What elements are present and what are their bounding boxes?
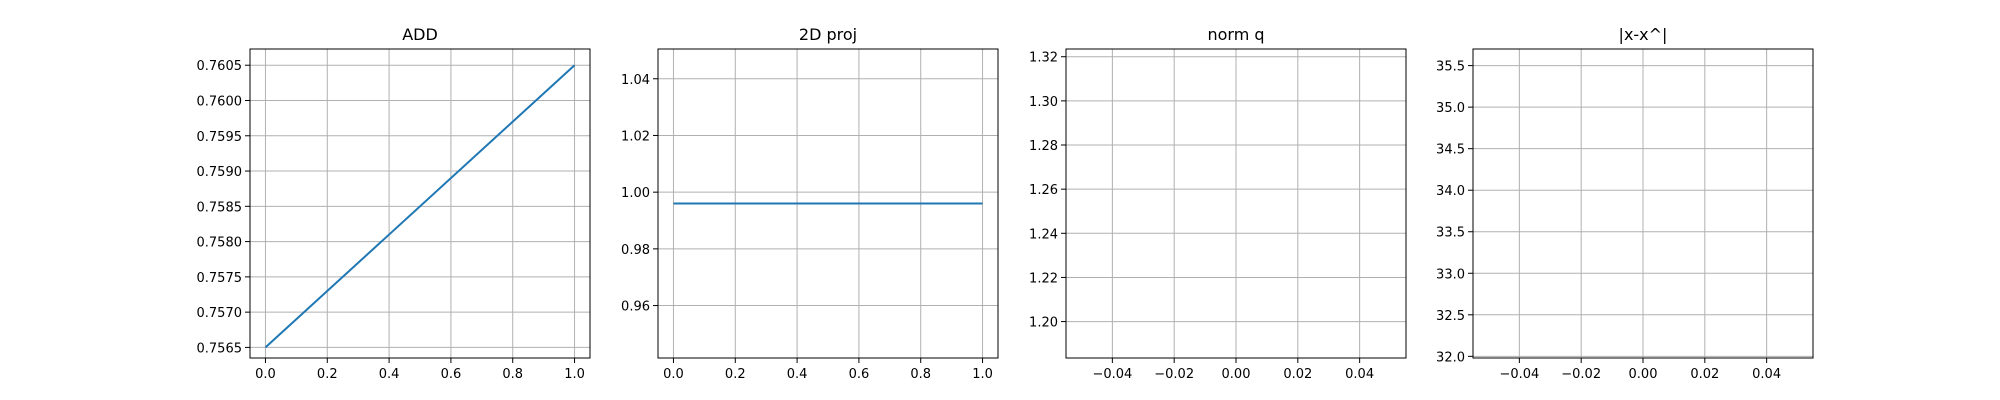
y-tick-label: 34.5 — [1436, 143, 1465, 158]
x-tick-label: 1.0 — [564, 367, 585, 382]
y-tick-label: 1.20 — [1029, 316, 1058, 331]
y-tick-label: 33.0 — [1436, 267, 1465, 282]
chart-panel-4: −0.04 −0.02 0.00 0.02 0.04 32.0 32.5 33.0 33.5 34… — [1436, 25, 1814, 382]
y-tick-label: 1.04 — [621, 73, 650, 88]
x-tick-label: 0.04 — [1752, 367, 1781, 382]
y-tick-label: 0.7585 — [197, 200, 243, 215]
x-tick-label: 0.00 — [1629, 367, 1658, 382]
chart-panel-3: −0.04 −0.02 0.00 0.02 0.04 1.20 1.22 1.24 1.26 1.… — [1029, 25, 1407, 382]
x-tick-label: 1.0 — [972, 367, 993, 382]
y-tick-label: 1.32 — [1029, 51, 1058, 66]
y-tick-label: 0.96 — [621, 300, 650, 315]
axes-frame — [657, 48, 999, 359]
y-tick-label: 0.7605 — [197, 59, 243, 74]
y-tick-label: 1.00 — [621, 186, 650, 201]
y-tick-label: 0.7590 — [197, 165, 243, 180]
y-tick-label: 34.0 — [1436, 184, 1465, 199]
x-tick-label: 0.00 — [1222, 367, 1251, 382]
chart-title: norm q — [1207, 25, 1264, 44]
x-tick-label: 0.0 — [255, 367, 276, 382]
y-tick-label: 1.30 — [1029, 95, 1058, 110]
series-line-1 — [264, 64, 576, 349]
x-tick-label: 0.02 — [1283, 367, 1312, 382]
x-tick-label: −0.02 — [1154, 367, 1194, 382]
y-tick-label: 1.26 — [1029, 183, 1058, 198]
x-tick-label: 0.6 — [849, 367, 870, 382]
x-tick-label: 0.4 — [787, 367, 808, 382]
y-tick-label: 0.7600 — [197, 95, 243, 110]
x-tick-label: 0.2 — [317, 367, 338, 382]
chart-title: 2D proj — [799, 25, 857, 44]
y-tick-label: 1.24 — [1029, 227, 1058, 242]
y-tick-label: 32.5 — [1436, 309, 1465, 324]
x-tick-label: 0.6 — [441, 367, 462, 382]
y-tick-label: 35.0 — [1436, 101, 1465, 116]
x-tick-label: −0.04 — [1092, 367, 1132, 382]
x-tick-label: −0.04 — [1499, 367, 1539, 382]
x-tick-label: 0.4 — [379, 367, 400, 382]
y-tick-label: 0.7570 — [197, 306, 243, 321]
chart-title: ADD — [402, 25, 438, 44]
x-tick-label: 0.2 — [725, 367, 746, 382]
y-tick-label: 1.22 — [1029, 271, 1058, 286]
y-tick-label: 0.7575 — [197, 271, 243, 286]
chart-panel-2: 0.0 0.2 0.4 0.6 0.8 1.0 0.96 0.98 1.00 1.02 1.04 2D… — [621, 25, 999, 382]
y-tick-label: 1.02 — [621, 129, 650, 144]
y-tick-label: 32.0 — [1436, 350, 1465, 365]
x-tick-label: −0.02 — [1561, 367, 1601, 382]
x-tick-label: 0.04 — [1345, 367, 1374, 382]
y-tick-label: 0.7595 — [197, 130, 243, 145]
x-tick-label: 0.8 — [502, 367, 523, 382]
y-tick-label: 0.98 — [621, 243, 650, 258]
x-tick-label: 0.02 — [1690, 367, 1719, 382]
y-tick-label: 1.28 — [1029, 139, 1058, 154]
axes-frame — [249, 48, 591, 359]
y-tick-label: 0.7565 — [197, 341, 243, 356]
chart-title: |x-x^| — [1619, 25, 1668, 44]
x-tick-label: 0.0 — [663, 367, 684, 382]
chart-panel-1: 0.0 0.2 0.4 0.6 0.8 1.0 0.7565 0.7570 0.7575 0.75… — [197, 25, 591, 382]
y-tick-label: 0.7580 — [197, 236, 243, 251]
y-tick-label: 35.5 — [1436, 60, 1465, 75]
x-tick-label: 0.8 — [910, 367, 931, 382]
y-tick-label: 33.5 — [1436, 226, 1465, 241]
